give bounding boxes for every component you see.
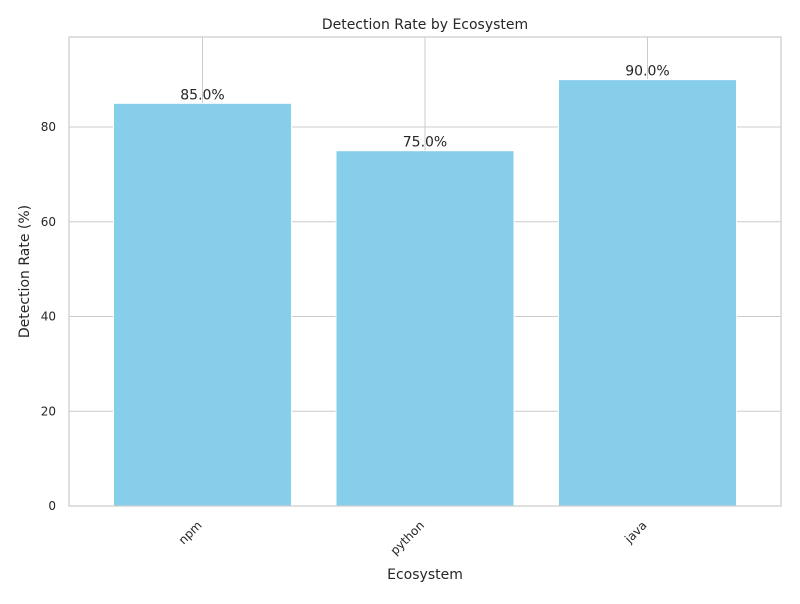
y-tick-label: 0: [48, 499, 56, 513]
y-tick-label: 40: [41, 310, 56, 324]
data-labels: 85.0% 75.0% 90.0%: [180, 64, 669, 151]
plot-frame: [68, 36, 782, 507]
y-axis-label: Detection Rate (%): [17, 205, 33, 338]
data-label-npm: 85.0%: [180, 87, 224, 103]
bars: [113, 79, 737, 507]
bar-python: [335, 150, 515, 507]
y-tick-label: 60: [41, 215, 56, 229]
chart-title: Detection Rate by Ecosystem: [322, 17, 528, 33]
data-label-python: 75.0%: [403, 135, 447, 151]
y-tick-label: 20: [41, 404, 56, 418]
bar-npm: [113, 102, 292, 507]
y-tick-label: 80: [41, 120, 56, 134]
x-axis-label: Ecosystem: [387, 567, 463, 583]
bar-java: [558, 79, 737, 507]
data-label-java: 90.0%: [625, 64, 669, 80]
